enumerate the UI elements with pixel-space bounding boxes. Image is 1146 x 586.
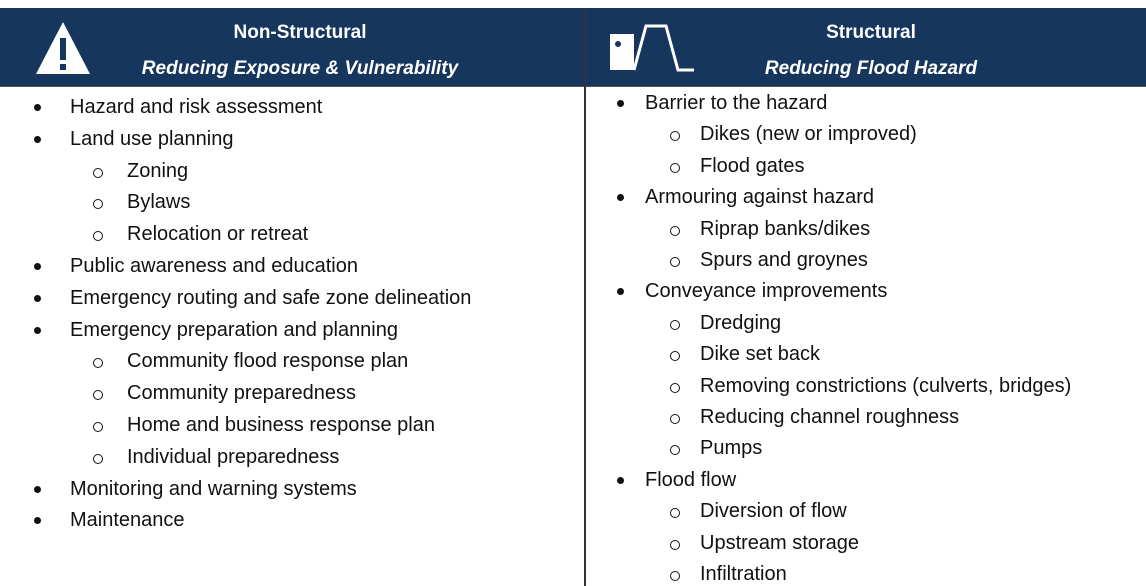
sub-bullet — [670, 351, 680, 362]
list-item: Conveyance improvements — [645, 280, 888, 303]
header-left: Non-Structural Reducing Exposure & Vulne… — [0, 8, 584, 86]
sub-item: Infiltration — [700, 563, 787, 585]
sub-item: Upstream storage — [700, 531, 859, 554]
sub-bullet — [670, 539, 680, 550]
sub-item: Riprap banks/dikes — [700, 217, 871, 240]
sub-item: Zoning — [127, 159, 189, 182]
sub-bullet — [670, 414, 680, 424]
sub-bullet — [670, 571, 680, 581]
sub-item: Flood gates — [700, 154, 805, 177]
sub-item: Reducing channel roughness — [700, 406, 960, 428]
column-divider — [584, 8, 586, 586]
sub-item: Individual preparedness — [127, 445, 340, 468]
sub-item: Dike set back — [700, 343, 821, 366]
sub-bullet — [93, 358, 103, 369]
sub-bullet — [670, 319, 680, 330]
header-right: Structural Reducing Flood Hazard — [586, 8, 1146, 86]
sub-bullet — [93, 422, 103, 432]
list-item: Armouring against hazard — [645, 186, 875, 209]
bullet — [34, 104, 41, 111]
bullet — [34, 263, 41, 270]
list-item: Hazard and risk assessment — [70, 96, 323, 118]
bullet — [34, 485, 41, 493]
sub-bullet — [670, 382, 680, 393]
header-border — [0, 86, 1146, 87]
list-item: Land use planning — [70, 127, 234, 150]
sub-bullet — [670, 162, 680, 173]
sub-item: Dikes (new or improved) — [700, 123, 917, 146]
sub-bullet — [670, 445, 680, 456]
sub-bullet — [93, 453, 103, 464]
list-item: Monitoring and warning systems — [70, 477, 357, 500]
bullet — [617, 288, 624, 296]
list-item: Flood flow — [645, 468, 737, 491]
sub-bullet — [670, 508, 680, 519]
sub-item: Home and business response plan — [127, 414, 435, 436]
sub-item: Dredging — [700, 311, 782, 334]
sub-item: Relocation or retreat — [127, 223, 309, 246]
sub-item: Spurs and groynes — [700, 249, 868, 271]
sub-item: Community flood response plan — [127, 350, 409, 373]
bullet — [617, 100, 624, 107]
sub-item: Diversion of flow — [700, 500, 847, 523]
list-item: Barrier to the hazard — [645, 92, 828, 114]
sub-bullet — [93, 231, 103, 242]
sub-item: Community preparedness — [127, 382, 356, 405]
list-item: Maintenance — [70, 509, 185, 532]
sub-bullet — [93, 199, 103, 210]
bullet — [617, 476, 624, 484]
bullet — [34, 294, 41, 302]
column-subtitle: Reducing Flood Hazard — [764, 58, 978, 79]
list-item: Public awareness and education — [70, 255, 358, 277]
bullet — [34, 135, 41, 143]
list-item: Emergency preparation and planning — [70, 318, 398, 341]
sub-item: Removing constrictions (culverts, bridge… — [700, 374, 1072, 397]
column-title: Structural — [826, 22, 916, 43]
bullet — [34, 517, 41, 525]
sub-bullet — [670, 225, 680, 236]
sub-bullet — [93, 390, 103, 401]
column-title: Non-Structural — [233, 22, 367, 43]
bullet — [34, 326, 41, 334]
warning-icon — [36, 22, 90, 74]
bullet — [617, 194, 624, 202]
sub-bullet — [670, 131, 680, 142]
sub-bullet — [93, 167, 103, 178]
column-subtitle: Reducing Exposure & Vulnerability — [141, 58, 459, 79]
sub-bullet — [670, 257, 680, 267]
list-item: Emergency routing and safe zone delineat… — [70, 286, 472, 309]
sub-item: Bylaws — [127, 191, 191, 214]
dike-icon — [610, 24, 694, 72]
sub-item: Pumps — [700, 437, 763, 460]
